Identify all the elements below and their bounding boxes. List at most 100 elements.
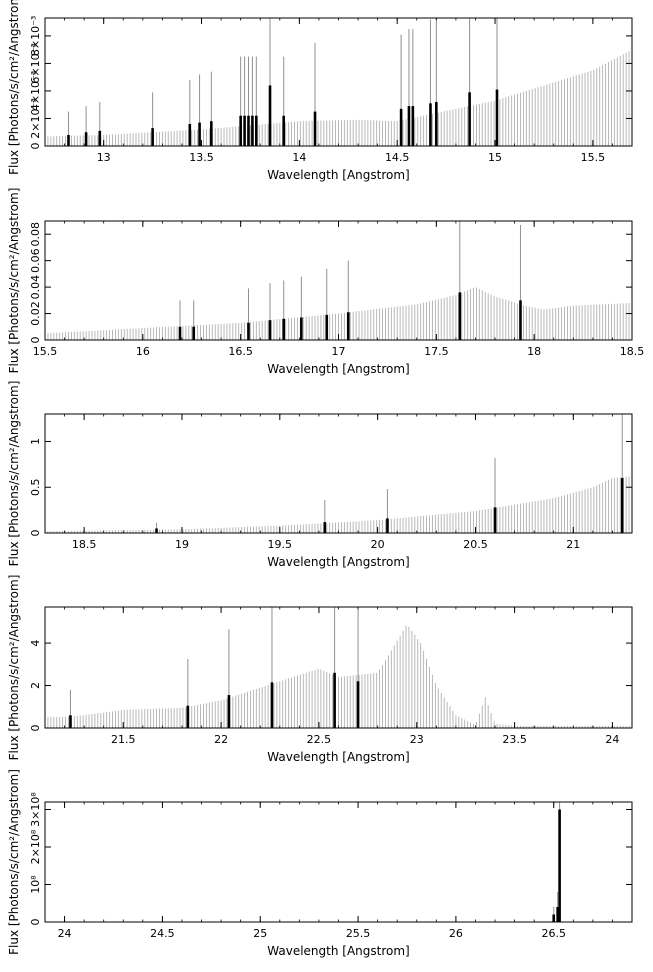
y-tick-label: 0 <box>29 337 42 344</box>
line-bar <box>282 115 286 146</box>
line-bar <box>268 85 272 146</box>
line-bar <box>282 318 286 340</box>
y-axis-title: Flux [Photons/s/cm²/Angstrom] <box>7 769 21 955</box>
line-bar <box>411 106 415 146</box>
x-tick-label: 16 <box>136 345 150 358</box>
line-bar <box>178 326 182 340</box>
x-tick-label: 19.5 <box>268 538 293 551</box>
y-tick-label: 0.02 <box>29 301 42 326</box>
y-axis-title: Flux [Photons/s/cm²/Angstrom] <box>7 575 21 761</box>
plot-area <box>45 607 632 728</box>
x-tick-label: 14 <box>292 151 306 164</box>
x-tick-label: 24 <box>605 733 619 746</box>
x-tick-label: 17.5 <box>424 345 449 358</box>
line-bar <box>151 128 154 146</box>
line-bar <box>268 320 272 340</box>
x-axis-title: Wavelength [Angstrom] <box>267 555 409 569</box>
line-bar <box>493 507 497 533</box>
x-tick-label: 18.5 <box>620 345 645 358</box>
x-tick-label: 20.5 <box>463 538 488 551</box>
y-tick-label: 0.04 <box>29 275 42 300</box>
x-axis-title: Wavelength [Angstrom] <box>267 944 409 958</box>
spectrum-panel-3: 18.5 19 19.5 20 20.5 21 0 0.5 1 Wavelength [Angst… <box>7 381 633 569</box>
line-bar <box>270 682 274 728</box>
y-axis-title: Flux [Photons/s/cm²/Angstrom] <box>7 381 21 567</box>
y-tick-label: 0.06 <box>29 248 42 273</box>
x-tick-label: 13 <box>97 151 111 164</box>
y-tick-label: 2 <box>29 682 42 689</box>
plot-area <box>45 414 632 533</box>
x-tick-label: 18 <box>527 345 541 358</box>
x-tick-label: 15 <box>488 151 502 164</box>
line-bar <box>429 103 432 146</box>
y-tick-label: 4×10⁻³ <box>29 71 42 111</box>
x-tick-label: 22 <box>214 733 228 746</box>
line-bar <box>255 115 258 146</box>
line-bar <box>247 115 250 146</box>
x-tick-label: 26 <box>449 927 463 940</box>
line-bar <box>333 672 336 728</box>
line-bar <box>210 121 213 146</box>
line-bar <box>186 705 190 728</box>
line-bar <box>188 123 192 146</box>
line-bar <box>155 528 158 533</box>
plot-area <box>552 802 561 922</box>
x-tick-label: 25 <box>253 927 267 940</box>
y-tick-label: 0.08 <box>29 222 42 247</box>
line-bar <box>247 322 250 340</box>
line-bar <box>356 681 360 728</box>
line-bar <box>251 115 254 146</box>
x-tick-label: 23 <box>410 733 424 746</box>
x-tick-label: 21.5 <box>111 733 136 746</box>
x-tick-label: 23.5 <box>502 733 527 746</box>
line-bar <box>67 134 70 146</box>
y-tick-label: 8×10⁻³ <box>29 16 42 56</box>
spectrum-panel-1: 13 13.5 14 14.5 15 15.5 0 2×10⁻³4×10⁻³6×10⁻³8×1… <box>7 0 633 182</box>
axes-frame <box>44 801 633 923</box>
x-tick-label: 14.5 <box>385 151 410 164</box>
y-tick-label: 2×10⁻³ <box>29 98 42 138</box>
y-tick-label: 0 <box>29 530 42 537</box>
line-bar <box>399 108 403 146</box>
x-tick-label: 18.5 <box>72 538 97 551</box>
x-tick-label: 24 <box>58 927 72 940</box>
x-tick-label: 20 <box>371 538 385 551</box>
y-tick-label: 1 <box>29 438 42 445</box>
line-bar <box>495 89 499 146</box>
y-tick-label: 4 <box>29 640 42 647</box>
x-tick-label: 19 <box>175 538 189 551</box>
x-tick-label: 15.5 <box>33 345 58 358</box>
line-bar <box>192 326 196 340</box>
x-tick-label: 16.5 <box>228 345 253 358</box>
y-tick-label: 0 <box>29 725 42 732</box>
y-axis-title: Flux [Photons/s/cm²/Angstrom] <box>7 0 21 175</box>
plot-area <box>45 221 632 340</box>
line-bar <box>620 478 624 533</box>
line-bar <box>556 907 559 922</box>
line-bar <box>346 312 350 340</box>
y-tick-label: 0 <box>29 143 42 150</box>
line-bar <box>323 522 327 533</box>
line-bar <box>300 317 303 340</box>
line-bar <box>325 314 329 340</box>
x-tick-label: 15.5 <box>581 151 606 164</box>
line-bar <box>468 92 471 146</box>
x-axis-title: Wavelength [Angstrom] <box>267 362 409 376</box>
line-bar <box>558 809 561 922</box>
line-bar <box>98 130 102 146</box>
line-bar <box>227 695 231 728</box>
line-bar <box>243 115 246 146</box>
line-bar <box>435 101 438 146</box>
x-tick-label: 26.5 <box>541 927 566 940</box>
y-tick-label: 0.5 <box>29 478 42 496</box>
line-bar <box>69 715 72 728</box>
x-tick-label: 21 <box>566 538 580 551</box>
y-tick-label: 3×10⁸ <box>29 792 42 827</box>
x-tick-label: 25.5 <box>346 927 371 940</box>
line-bar <box>407 106 411 146</box>
plot-area <box>45 18 632 146</box>
x-axis-title: Wavelength [Angstrom] <box>267 750 409 764</box>
y-tick-label: 10⁸ <box>29 875 42 894</box>
line-bar <box>519 300 522 340</box>
